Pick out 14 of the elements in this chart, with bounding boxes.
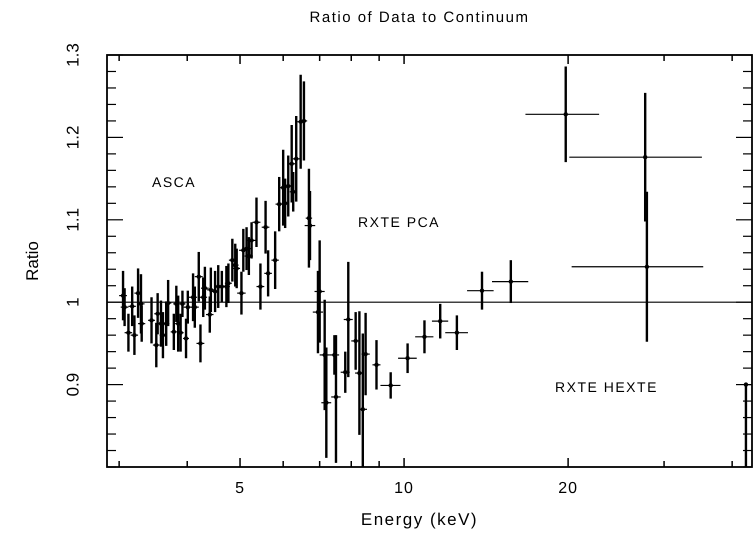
annotation: RXTE PCA	[358, 214, 440, 230]
y-tick-label: 1	[64, 297, 82, 307]
y-tick-label: 1.2	[64, 126, 82, 150]
y-axis-title: Ratio	[23, 241, 42, 281]
chart-title: Ratio of Data to Continuum	[310, 9, 530, 26]
x-axis-title: Energy (keV)	[360, 510, 478, 529]
annotation: ASCA	[152, 174, 196, 190]
y-tick-label: 1.1	[64, 208, 82, 232]
y-tick-label: 1.3	[64, 43, 82, 67]
x-tick-label: 10	[394, 480, 414, 497]
y-tick-label: 0.9	[64, 372, 82, 396]
annotation: RXTE HEXTE	[555, 379, 658, 395]
x-tick-label: 5	[235, 480, 245, 497]
x-tick-label: 20	[558, 480, 578, 497]
